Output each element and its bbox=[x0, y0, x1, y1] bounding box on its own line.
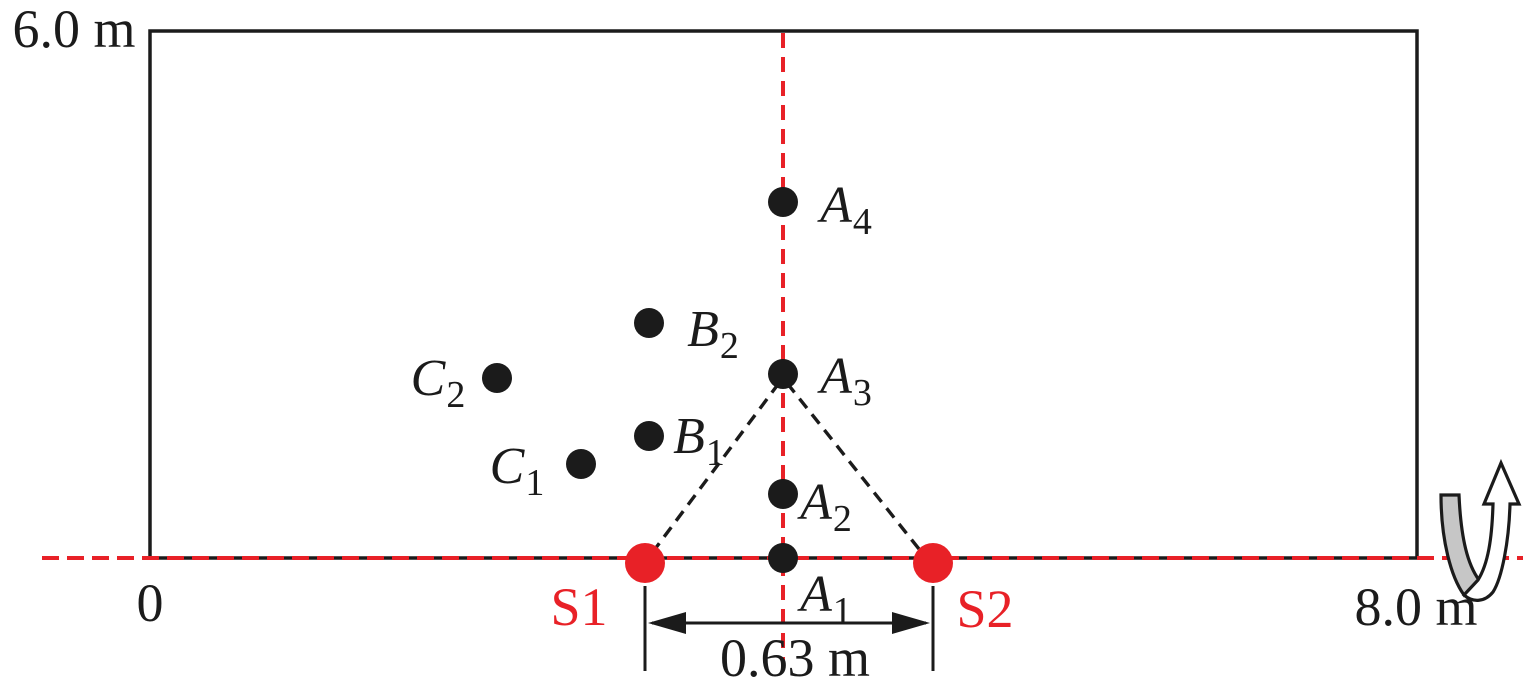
origin-label: 0 bbox=[136, 573, 164, 633]
source-s1-dot bbox=[625, 543, 665, 583]
source-s1-label: S1 bbox=[550, 577, 608, 637]
point-a4-dot bbox=[768, 187, 798, 217]
point-a1-dot bbox=[768, 543, 798, 573]
uturn-arrow-backing bbox=[1455, 490, 1500, 579]
point-b1-label: B1 bbox=[673, 408, 725, 474]
point-c2-dot bbox=[482, 363, 512, 393]
source-spacing-label: 0.63 m bbox=[719, 628, 871, 688]
point-a1-label: A1 bbox=[800, 566, 852, 632]
a3-to-s1-dashline bbox=[653, 381, 781, 551]
point-c1-dot bbox=[566, 449, 596, 479]
point-b1-dot bbox=[634, 421, 664, 451]
point-c1-label: C1 bbox=[489, 438, 545, 504]
dimension-arrow-left-head bbox=[648, 612, 686, 634]
point-c2-label: C2 bbox=[410, 350, 466, 416]
point-a2-label: A2 bbox=[800, 474, 852, 540]
point-a3-dot bbox=[768, 359, 798, 389]
a3-to-s2-dashline bbox=[785, 381, 921, 551]
point-b2-label: B2 bbox=[687, 301, 739, 367]
point-a4-label: A4 bbox=[820, 177, 872, 243]
width-dimension-label: 8.0 m bbox=[1354, 577, 1478, 637]
point-a3-label: A3 bbox=[820, 348, 872, 414]
source-s2-dot bbox=[913, 543, 953, 583]
uturn-arrow-white-limb bbox=[1461, 458, 1522, 602]
point-a2-dot bbox=[768, 479, 798, 509]
point-b2-dot bbox=[634, 308, 664, 338]
source-s2-label: S2 bbox=[956, 579, 1014, 639]
height-dimension-label: 6.0 m bbox=[12, 0, 136, 59]
dimension-arrow-right-head bbox=[892, 612, 930, 634]
uturn-arrow-icon bbox=[1439, 458, 1522, 602]
